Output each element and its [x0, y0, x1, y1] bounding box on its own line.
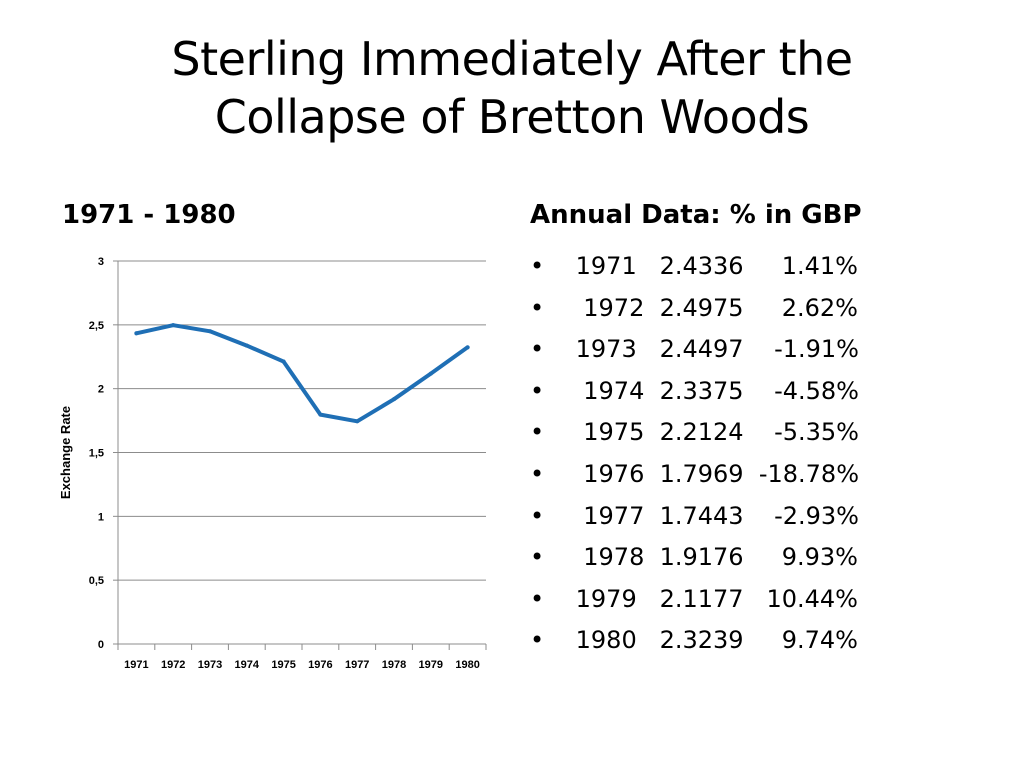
data-row-text: 1980 2.3239 9.74%: [568, 626, 858, 655]
bullet-icon: •: [530, 543, 545, 572]
data-point: [134, 331, 139, 336]
data-point: [428, 371, 433, 376]
bullet-icon: •: [530, 626, 545, 655]
data-point: [171, 323, 176, 328]
title-line-1: Sterling Immediately After the: [171, 32, 853, 86]
data-point: [281, 359, 286, 364]
data-row-text: 1972 2.4975 2.62%: [568, 293, 858, 322]
bullet-icon: •: [530, 293, 545, 322]
x-tick-label: 1976: [308, 659, 332, 671]
data-point: [465, 345, 470, 350]
data-row-text: 1977 1.7443 -2.93%: [568, 501, 859, 530]
exchange-rate-chart: 0 0,5 1 1,5 2 2,5 3 1971 1972 1973 1974 1975 1976 197…: [58, 256, 487, 671]
x-tick-label: 1978: [382, 659, 406, 671]
slide-title: Sterling Immediately After the Collapse …: [60, 30, 964, 146]
title-line-2: Collapse of Bretton Woods: [214, 90, 810, 144]
y-tick-label: 0,5: [89, 575, 104, 587]
bullet-icon: •: [530, 252, 545, 280]
list-heading: Annual Data: % in GBP: [530, 200, 862, 230]
y-tick-label: 1,5: [89, 448, 104, 460]
series-line: [134, 323, 470, 424]
y-tick-label: 2,5: [89, 320, 104, 332]
x-tick-label: 1972: [161, 659, 185, 671]
y-axis-title: Exchange Rate: [58, 406, 73, 499]
bullet-icon: •: [530, 584, 545, 613]
x-tick-label: 1980: [455, 659, 479, 671]
data-row-text: 1974 2.3375 -4.58%: [568, 376, 859, 405]
data-point: [208, 329, 212, 334]
data-row-text: 1973 2.4497 -1.91%: [568, 335, 859, 364]
y-tick-label: 1: [98, 511, 104, 523]
data-point: [355, 419, 360, 424]
data-row-text: 1979 2.1177 10.44%: [568, 584, 858, 613]
x-tick-label: 1971: [124, 659, 148, 671]
bullet-icon: •: [530, 335, 545, 364]
y-tick-label: 3: [98, 256, 104, 268]
bullet-icon: •: [530, 501, 545, 530]
data-point: [318, 412, 323, 417]
data-row-text: 1976 1.7969 -18.78%: [568, 459, 859, 488]
chart-heading: 1971 - 1980: [62, 200, 236, 230]
x-tick-label: 1973: [198, 659, 222, 671]
x-tick-label: 1975: [271, 659, 295, 671]
bullet-icon: •: [530, 418, 545, 447]
data-point: [392, 397, 396, 402]
data-row-text: 1978 1.9176 9.93%: [568, 543, 858, 572]
data-row-text: 1971 2.4336 1.41%: [568, 252, 858, 280]
x-tick-label: 1979: [419, 659, 443, 671]
data-point: [244, 343, 249, 348]
x-tick-label: 1977: [345, 659, 369, 671]
data-row-text: 1975 2.2124 -5.35%: [568, 418, 859, 447]
y-tick-label: 2: [98, 384, 104, 396]
y-tick-label: 0: [98, 639, 104, 651]
x-tick-label: 1974: [235, 659, 260, 671]
bullet-icon: •: [530, 376, 545, 405]
bullet-icon: •: [530, 459, 545, 488]
